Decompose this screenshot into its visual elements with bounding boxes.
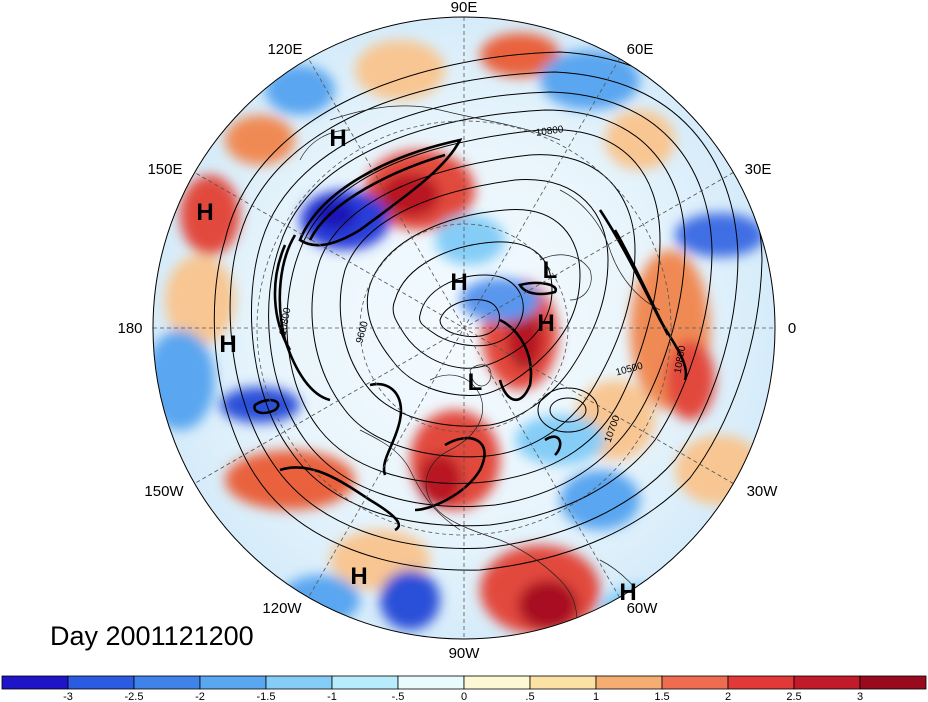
lon-label-0: 0 [788,320,796,337]
colorbar-swatch [331,675,399,690]
lon-label-150w: 150W [144,483,184,500]
pressure-label: L [468,369,483,396]
lon-label-120e: 120E [267,41,302,58]
pressure-label: H [619,579,636,606]
lon-label-30w: 30W [747,483,779,500]
pressure-label: H [329,125,346,152]
colorbar-tick-label: -1.5 [257,691,276,702]
colorbar-swatch [859,675,927,690]
lon-label-60w: 60W [627,600,659,617]
day-title: Day 2001121200 [50,621,254,651]
height-contours [213,51,763,571]
colorbar-tick-label: -2 [195,691,205,702]
colorbar-swatch [397,675,465,690]
jet-contours [253,138,688,532]
colorbar-swatch [199,675,267,690]
lon-label-150e: 150E [147,161,182,178]
lon-label-30e: 30E [745,161,772,178]
colorbar-swatch [727,675,795,690]
colorbar-swatch [529,675,597,690]
colorbar-tick-label: 1 [593,691,599,702]
lon-label-180: 180 [117,320,142,337]
lon-label-60e: 60E [627,41,654,58]
colorbar-tick-label: -1 [327,691,337,702]
contour-label: 10800 [673,344,689,374]
colorbar-tick-label: 1.5 [654,691,669,702]
colorbar-tick-label: 0 [461,691,467,702]
colorbar-swatch [133,675,201,690]
pressure-label: H [350,563,367,590]
colorbar-tick-label: -3 [63,691,73,702]
pressure-label: H [196,199,213,226]
colorbar-tick-label: .5 [525,691,534,702]
colorbar-tick-label: 2 [725,691,731,702]
lon-label-120w: 120W [262,600,302,617]
colorbar-swatch [265,675,333,690]
longitude-labels: 90E 60E 30E 0 30W 60W 90W 120W 150W 180 … [117,0,796,662]
colorbar-swatch [793,675,861,690]
colorbar-tick-label: -.5 [392,691,405,702]
colorbar-swatch [1,675,69,690]
colorbar-swatch [661,675,729,690]
map-boundary [152,16,776,640]
colorbar-tick-label: -2.5 [125,691,144,702]
pressure-label: H [537,310,554,337]
pressure-label: H [219,331,236,358]
pressure-system-labels: H H H L H L H H H [196,125,636,606]
pressure-label: H [450,269,467,296]
lon-label-90w: 90W [449,645,481,662]
contour-label: 10800 [278,306,294,336]
graticule [153,17,775,639]
colorbar-swatch [67,675,135,690]
colorbar-tick-label: 3 [857,691,863,702]
lon-label-90e: 90E [451,0,478,16]
colorbar-swatch [463,675,531,690]
pressure-label: L [543,257,558,284]
colorbar-swatch [595,675,663,690]
colorbar: -3 -2.5 -2 -1.5 -1 -.5 0 .5 1 1.5 2 2.5 3 [1,675,927,702]
contour-label: 10800 [535,124,565,139]
colorbar-tick-label: 2.5 [786,691,801,702]
